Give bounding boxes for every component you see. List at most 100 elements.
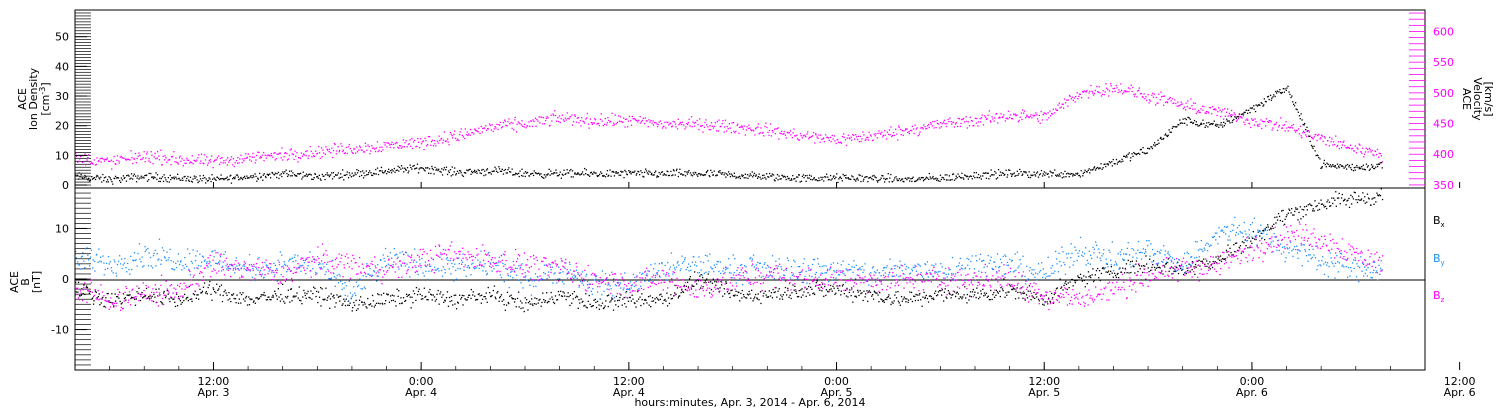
data-point-bx — [490, 295, 492, 297]
data-point-density — [1031, 174, 1033, 177]
data-point-velocity — [461, 134, 463, 137]
data-point-density — [337, 172, 340, 174]
data-point-velocity — [200, 153, 203, 155]
data-point-by — [246, 270, 248, 272]
data-point-bx — [300, 300, 302, 302]
data-point-density — [1105, 166, 1107, 168]
data-point-bx — [775, 287, 777, 289]
data-point-density — [853, 178, 855, 180]
data-point-bx — [1135, 260, 1138, 262]
data-point-density — [375, 173, 377, 175]
data-point-density — [712, 174, 714, 176]
data-point-bx — [903, 296, 905, 298]
data-point-density — [1048, 176, 1050, 178]
data-point-velocity — [1160, 91, 1162, 93]
data-point-velocity — [499, 121, 501, 123]
data-point-bx — [461, 296, 463, 299]
data-point-by — [388, 267, 390, 269]
data-point-density — [445, 166, 448, 168]
data-point-by — [526, 279, 528, 281]
data-point-velocity — [513, 129, 515, 131]
data-point-velocity — [453, 133, 455, 135]
data-point-density — [687, 171, 689, 173]
data-point-density — [455, 173, 458, 175]
data-point-bx — [284, 296, 287, 298]
data-point-bx — [1306, 209, 1308, 211]
data-point-velocity — [758, 133, 760, 135]
data-point-density — [414, 168, 416, 170]
data-point-density — [1125, 154, 1128, 157]
data-point-velocity — [1268, 121, 1270, 124]
data-point-density — [698, 173, 701, 175]
data-point-velocity — [980, 121, 982, 123]
data-point-velocity — [398, 147, 400, 149]
data-point-density — [1013, 172, 1015, 174]
data-point-velocity — [876, 137, 878, 139]
data-point-bx — [1075, 280, 1077, 282]
data-point-bx — [284, 302, 286, 304]
data-point-density — [810, 178, 812, 181]
data-point-density — [1170, 131, 1172, 133]
data-point-velocity — [1066, 99, 1068, 101]
data-point-velocity — [1222, 109, 1224, 111]
data-point-density — [88, 177, 90, 179]
data-point-density — [239, 178, 241, 180]
data-point-velocity — [689, 125, 691, 127]
data-point-velocity — [849, 138, 851, 140]
data-point-density — [600, 171, 602, 173]
data-point-density — [535, 172, 537, 174]
data-point-velocity — [1251, 118, 1253, 120]
data-point-bx — [999, 290, 1001, 292]
data-point-by — [587, 287, 589, 289]
data-point-density — [281, 175, 283, 178]
data-point-velocity — [1242, 115, 1244, 117]
data-point-density — [440, 171, 442, 173]
data-point-velocity — [550, 114, 552, 116]
data-point-bx — [511, 297, 513, 299]
data-point-bx — [1002, 290, 1004, 292]
data-point-by — [530, 277, 532, 279]
data-point-bx — [742, 294, 745, 296]
data-point-bx — [1081, 277, 1083, 279]
data-point-by — [420, 266, 422, 269]
data-point-bx — [835, 292, 837, 294]
data-point-by — [366, 263, 368, 265]
data-point-density — [732, 175, 734, 178]
data-point-bx — [787, 287, 789, 289]
data-point-bx — [357, 308, 359, 310]
data-point-bx — [584, 304, 586, 307]
data-point-by — [312, 267, 314, 270]
data-point-bx — [622, 298, 624, 300]
data-point-velocity — [1196, 111, 1198, 113]
data-point-by — [107, 267, 109, 270]
data-point-density — [1179, 119, 1181, 121]
data-point-velocity — [998, 117, 1000, 119]
data-point-velocity — [79, 155, 81, 158]
data-point-density — [975, 172, 977, 174]
data-point-bx — [583, 305, 585, 307]
data-point-by — [523, 276, 525, 278]
data-point-by — [642, 279, 645, 281]
data-point-velocity — [631, 115, 633, 118]
data-point-bx — [953, 291, 956, 293]
data-point-density — [199, 178, 202, 180]
data-point-velocity — [156, 157, 158, 159]
data-point-velocity — [1142, 96, 1144, 98]
data-point-density — [842, 173, 844, 176]
data-point-density — [312, 178, 314, 181]
data-point-bx — [1270, 227, 1272, 229]
data-point-density — [1018, 173, 1020, 175]
data-point-density — [354, 172, 356, 174]
data-point-by — [553, 273, 555, 275]
data-point-density — [1226, 118, 1228, 120]
data-point-by — [455, 269, 457, 272]
data-point-by — [338, 273, 340, 275]
data-point-density — [578, 173, 580, 175]
data-point-by — [595, 275, 598, 277]
data-point-density — [1089, 172, 1091, 174]
data-point-bx — [1145, 255, 1147, 257]
data-point-velocity — [238, 162, 240, 164]
data-point-bx — [946, 297, 948, 299]
data-point-bx — [215, 292, 217, 294]
data-point-velocity — [636, 119, 638, 122]
